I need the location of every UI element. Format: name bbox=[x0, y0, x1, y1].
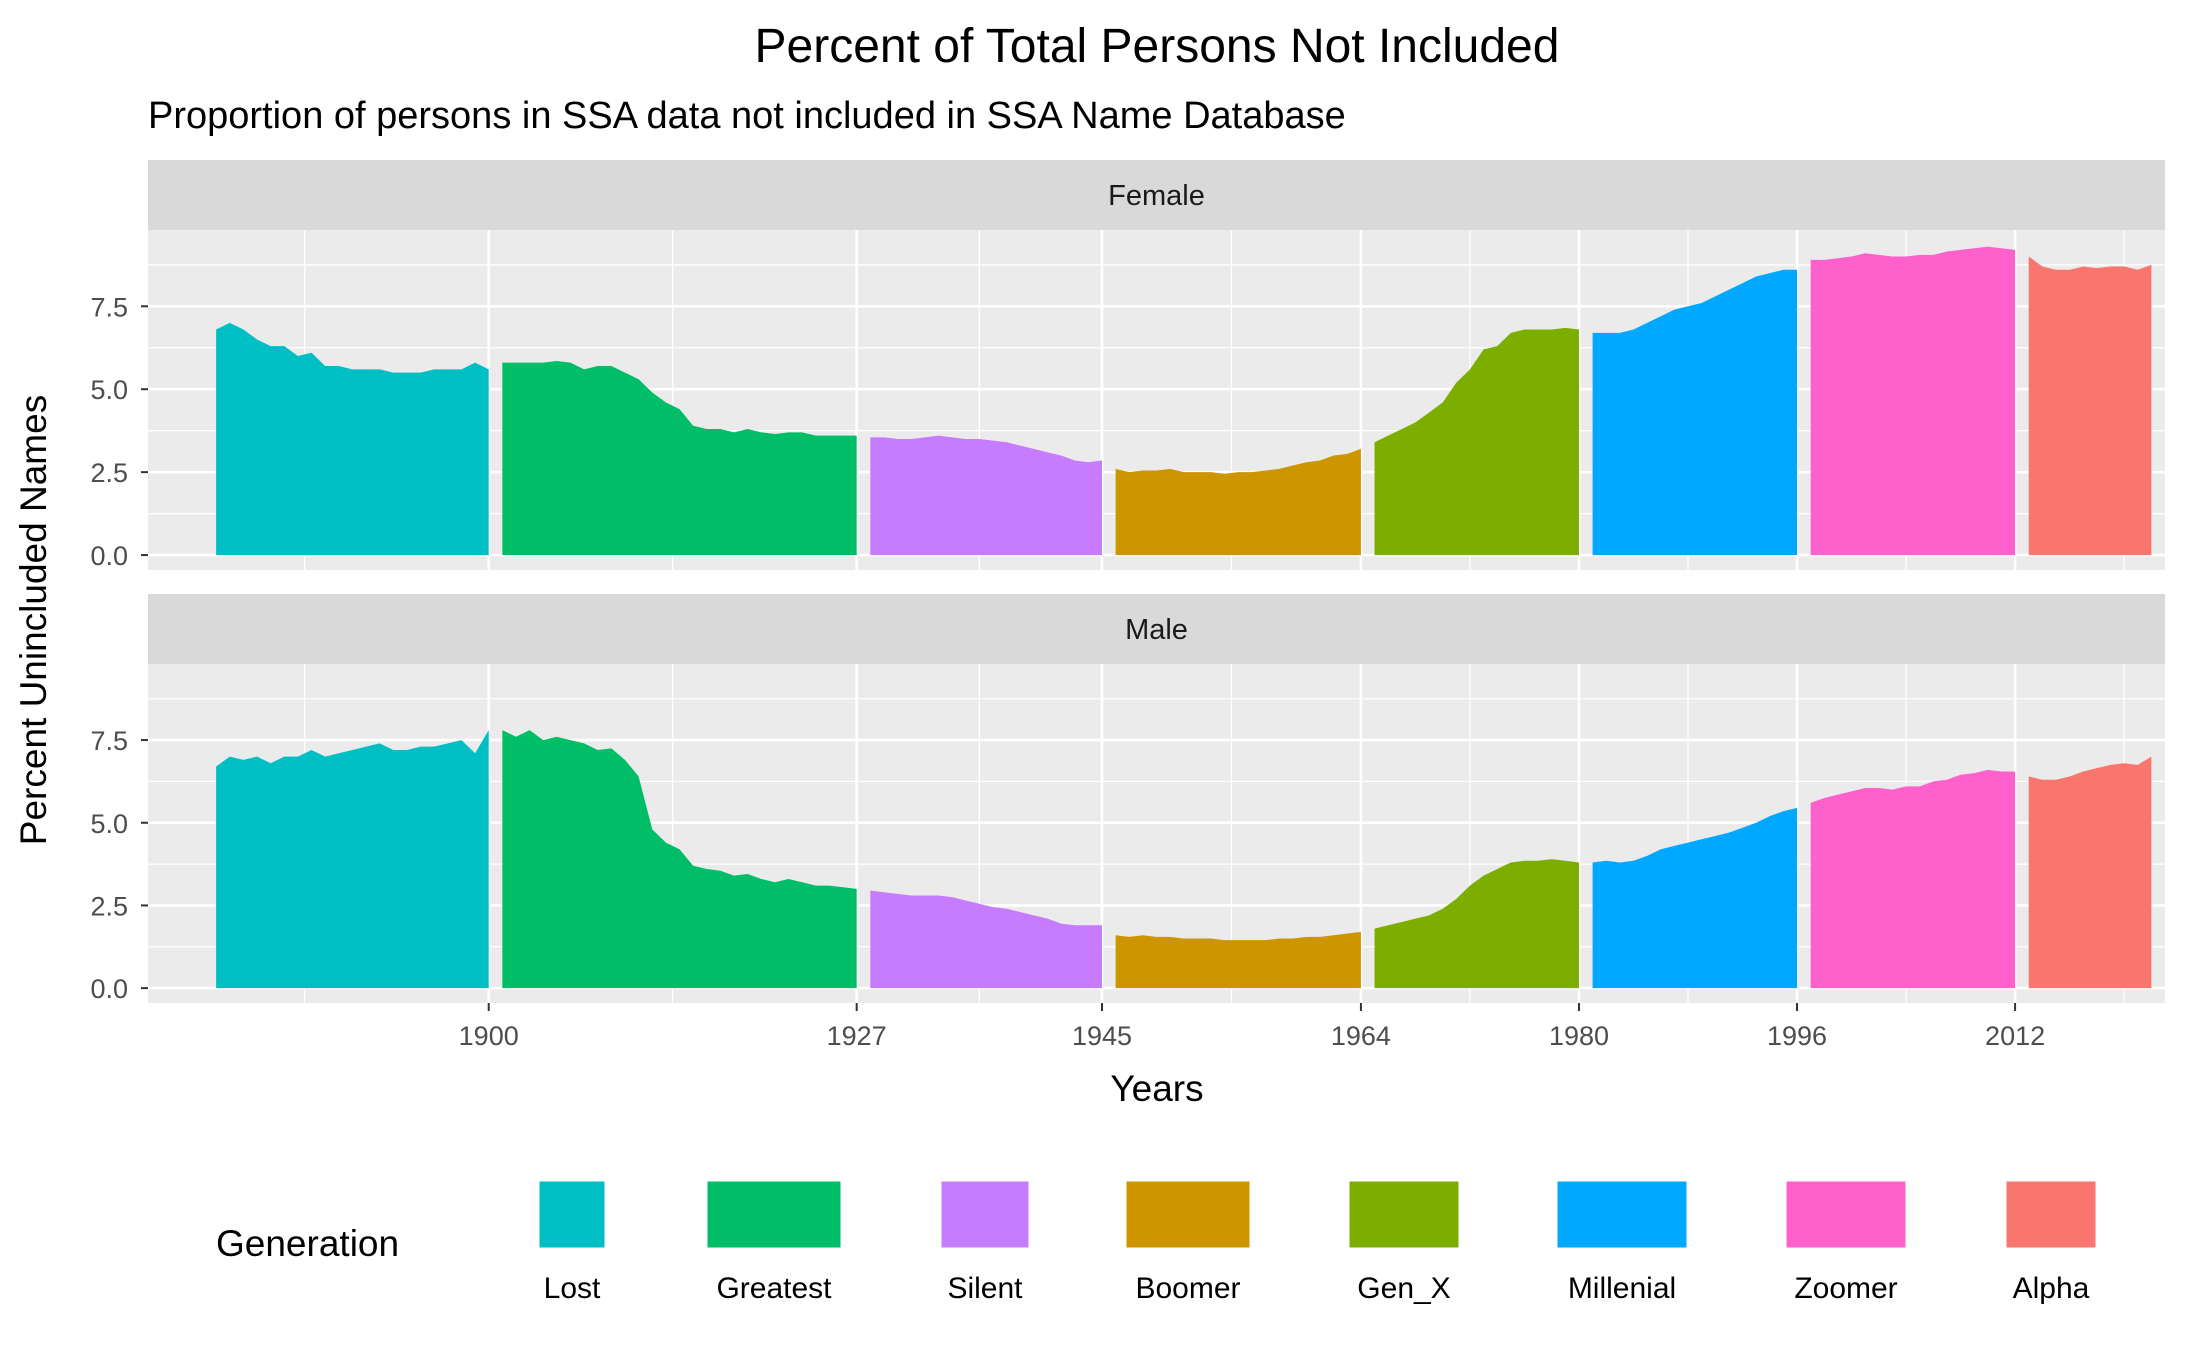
x-axis: 1900 1927 1945 1964 1980 1996 2012 bbox=[459, 1003, 2045, 1051]
panel-male-area-silent bbox=[870, 890, 1102, 989]
legend-swatch-gen-x bbox=[1348, 1180, 1460, 1249]
legend-swatch-greatest bbox=[706, 1180, 842, 1249]
legend-swatch-boomer bbox=[1125, 1180, 1251, 1249]
x-tick-label: 2012 bbox=[1985, 1021, 2045, 1051]
panel-female-y-tick-label: 0.0 bbox=[90, 541, 128, 571]
legend-item-millenial: Millenial bbox=[1556, 1180, 1688, 1305]
panel-female-y-tick-label: 2.5 bbox=[90, 458, 128, 488]
panel-male-y-tick-label: 7.5 bbox=[90, 726, 128, 756]
panel-female-y-tick-label: 5.0 bbox=[90, 375, 128, 405]
legend-label-alpha: Alpha bbox=[2013, 1272, 2090, 1305]
chart-title: Percent of Total Persons Not Included bbox=[755, 20, 1560, 73]
legend-item-alpha: Alpha bbox=[2005, 1180, 2097, 1305]
legend-label-gen-x: Gen_X bbox=[1357, 1272, 1450, 1305]
panel-female-strip bbox=[148, 160, 2165, 230]
panel-male-area-greatest bbox=[502, 730, 857, 989]
panel-male-area-zoomer bbox=[1810, 769, 2016, 989]
legend: Generation Lost Greatest Silent Boomer Gen_X… bbox=[216, 1180, 2097, 1305]
x-tick-label: 1996 bbox=[1767, 1021, 1827, 1051]
panel-male-area-gen-x bbox=[1374, 859, 1579, 989]
legend-item-gen-x: Gen_X bbox=[1348, 1180, 1460, 1305]
panel-female-y-tick-label: 7.5 bbox=[90, 292, 128, 322]
legend-label-millenial: Millenial bbox=[1568, 1272, 1676, 1305]
legend-swatch-lost bbox=[538, 1180, 606, 1249]
y-axis-title: Percent Unincluded Names bbox=[13, 395, 54, 845]
panel-female-strip-label: Female bbox=[1108, 180, 1205, 212]
panel-female-areas bbox=[216, 246, 2152, 556]
legend-title: Generation bbox=[216, 1223, 399, 1264]
facet-panels: Female 0.0 2.5 5.0 7.5 Male 0.0 2.5 5.0 7.5 bbox=[90, 160, 2165, 1004]
x-tick-label: 1980 bbox=[1549, 1021, 1609, 1051]
panel-male-y-tick-label: 0.0 bbox=[90, 974, 128, 1004]
legend-item-silent: Silent bbox=[940, 1180, 1030, 1305]
legend-swatch-alpha bbox=[2005, 1180, 2097, 1249]
panel-male-area-millenial bbox=[1592, 807, 1798, 989]
panel-male-area-lost bbox=[216, 730, 489, 989]
panel-male-area-alpha bbox=[2028, 756, 2152, 989]
panel-female-area-gen-x bbox=[1374, 327, 1579, 556]
x-tick-label: 1964 bbox=[1331, 1021, 1391, 1051]
legend-label-lost: Lost bbox=[544, 1272, 601, 1305]
legend-item-zoomer: Zoomer bbox=[1785, 1180, 1907, 1305]
chart-subtitle: Proportion of persons in SSA data not in… bbox=[148, 95, 1346, 137]
legend-swatch-zoomer bbox=[1785, 1180, 1907, 1249]
x-tick-label: 1900 bbox=[459, 1021, 519, 1051]
panel-male-strip-label: Male bbox=[1125, 614, 1188, 646]
legend-label-silent: Silent bbox=[947, 1272, 1023, 1305]
panel-male: Male 0.0 2.5 5.0 7.5 bbox=[90, 594, 2165, 1004]
panel-female-area-greatest bbox=[502, 361, 857, 556]
panel-female-area-boomer bbox=[1115, 448, 1361, 556]
x-axis-title: Years bbox=[1110, 1068, 1203, 1109]
legend-label-boomer: Boomer bbox=[1135, 1272, 1240, 1305]
panel-male-strip bbox=[148, 594, 2165, 664]
panel-male-areas bbox=[216, 730, 2152, 989]
legend-swatch-silent bbox=[940, 1180, 1030, 1249]
panel-male-area-boomer bbox=[1115, 931, 1361, 989]
legend-item-boomer: Boomer bbox=[1125, 1180, 1251, 1305]
x-tick-label: 1945 bbox=[1072, 1021, 1132, 1051]
x-tick-label: 1927 bbox=[827, 1021, 887, 1051]
legend-label-zoomer: Zoomer bbox=[1794, 1272, 1897, 1305]
panel-male-y-tick-label: 2.5 bbox=[90, 891, 128, 921]
panel-female-area-alpha bbox=[2028, 256, 2152, 556]
legend-label-greatest: Greatest bbox=[716, 1272, 832, 1305]
legend-item-greatest: Greatest bbox=[706, 1180, 842, 1305]
panel-female: Female 0.0 2.5 5.0 7.5 bbox=[90, 160, 2165, 571]
legend-item-lost: Lost bbox=[538, 1180, 606, 1305]
panel-female-area-lost bbox=[216, 322, 489, 556]
panel-female-area-silent bbox=[870, 435, 1102, 556]
panel-male-y-tick-label: 5.0 bbox=[90, 809, 128, 839]
panel-female-area-millenial bbox=[1592, 269, 1798, 556]
panel-female-area-zoomer bbox=[1810, 246, 2016, 556]
legend-swatch-millenial bbox=[1556, 1180, 1688, 1249]
